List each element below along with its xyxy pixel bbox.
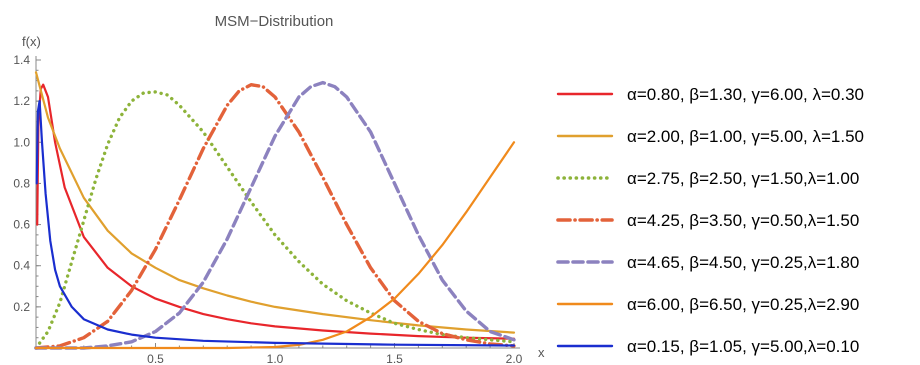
y-tick-label: 0.8 [13, 176, 30, 190]
series-line-4 [34, 83, 516, 350]
x-tick-label: 1.0 [267, 352, 284, 365]
legend-entry-1: α=0.80, β=1.30, γ=6.00, λ=0.30 [627, 85, 864, 104]
x-axis-label: x [538, 345, 545, 360]
series-line-6 [34, 141, 516, 350]
x-tick-label: 1.5 [386, 352, 403, 365]
y-tick-label: 1.2 [13, 94, 30, 108]
legend-entry-4: α=4.25, β=3.50, γ=0.50,λ=1.50 [627, 211, 859, 230]
y-tick-label: 0.4 [13, 259, 30, 273]
legend-entry-7: α=0.15, β=1.05, γ=5.00,λ=0.10 [627, 337, 859, 356]
axes: 0.5 1.0 1.5 2.0 0.2 0.4 0.6 0.8 1.0 1.2 1.4 [13, 53, 522, 365]
series-lines [34, 71, 516, 350]
series-line-2 [34, 71, 516, 334]
legend-entry-2: α=2.00, β=1.00, γ=5.00, λ=1.50 [627, 127, 864, 146]
legend-entry-5: α=4.65, β=4.50, γ=0.25,λ=1.80 [627, 253, 859, 272]
legend-entry-6: α=6.00, β=6.50, γ=0.25,λ=2.90 [627, 295, 859, 314]
y-tick-label: 1.4 [13, 53, 30, 67]
y-tick-label: 0.6 [13, 218, 30, 232]
x-tick-label: 0.5 [147, 352, 164, 365]
legend: α=0.80, β=1.30, γ=6.00, λ=0.30 α=2.00, β=… [556, 85, 864, 356]
y-tick-label: 0.2 [13, 300, 30, 314]
y-axis-label: f(x) [22, 34, 41, 49]
series-line-7 [35, 100, 516, 347]
series-line-3 [34, 90, 516, 350]
series-line-1 [36, 83, 516, 340]
x-tick-label: 2.0 [506, 352, 523, 365]
chart-title: MSM−Distribution [215, 13, 334, 30]
legend-entry-3: α=2.75, β=2.50, γ=1.50,λ=1.00 [627, 169, 859, 188]
series-line-5 [34, 80, 516, 350]
y-tick-label: 1.0 [13, 135, 30, 149]
